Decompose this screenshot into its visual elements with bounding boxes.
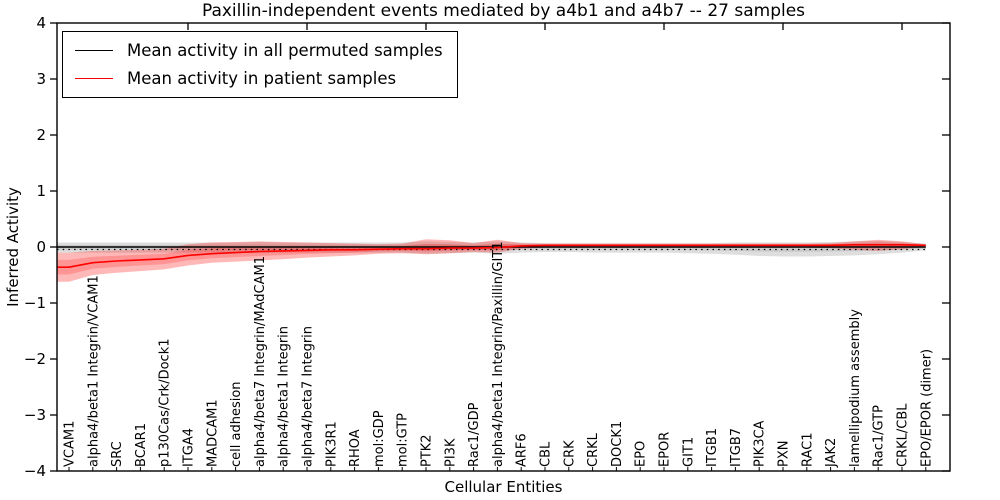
x-tick-label: GIT1: [681, 437, 696, 467]
x-tick-label: ITGB7: [729, 428, 744, 467]
y-tick-label: −4: [24, 462, 46, 480]
x-tick-label: cell adhesion: [229, 381, 244, 467]
legend-item-permuted: Mean activity in all permuted samples: [75, 41, 443, 60]
x-tick-label: PXN: [777, 441, 792, 467]
legend-line-red: [75, 78, 113, 79]
x-tick-label: JAK2: [824, 438, 839, 468]
legend-label-permuted: Mean activity in all permuted samples: [127, 41, 443, 60]
legend-box: Mean activity in all permuted samples Me…: [62, 31, 458, 98]
y-tick-label: 2: [36, 126, 46, 144]
y-tick-label: −2: [24, 350, 46, 368]
x-tick-label: PIK3R1: [324, 421, 339, 467]
x-tick-label: ITGA4: [182, 428, 197, 467]
x-tick-label: EPO/EPOR (dimer): [919, 349, 934, 467]
x-tick-label: mol:GDP: [372, 410, 387, 467]
x-tick-label: RHOA: [348, 429, 363, 467]
x-tick-label: VCAM1: [63, 421, 78, 467]
x-tick-label: DOCK1: [610, 421, 625, 467]
patient-inner-band: [57, 242, 926, 275]
x-tick-label: SRC: [110, 441, 125, 467]
y-tick-label: 4: [36, 14, 46, 32]
x-tick-label: alpha4/beta1 Integrin: [277, 326, 292, 467]
x-axis-label: Cellular Entities: [444, 478, 563, 496]
patient-mean-line: [57, 244, 926, 269]
x-tick-label: alpha4/beta7 Integrin: [301, 326, 316, 467]
x-tick-label: alpha4/beta1 Integrin/VCAM1: [86, 275, 101, 467]
x-tick-label: ARF6: [515, 433, 530, 467]
y-tick-label: −3: [24, 406, 46, 424]
x-tick-label: CRKL: [586, 432, 601, 467]
y-tick-label: 3: [36, 70, 46, 88]
x-tick-label: alpha4/beta7 Integrin/MAdCAM1: [253, 256, 268, 467]
y-tick-label: 0: [36, 238, 46, 256]
x-tick-label: EPOR: [658, 432, 673, 467]
x-tick-label: mol:GTP: [396, 413, 411, 467]
y-axis-label: Inferred Activity: [4, 187, 22, 307]
x-tick-label: p130Cas/Crk/Dock1: [158, 338, 173, 467]
x-tick-label: ITGB1: [705, 428, 720, 467]
x-tick-label: Rac1/GDP: [467, 402, 482, 467]
x-tick-label: lamellipodium assembly: [848, 309, 863, 467]
x-tick-label: EPO: [634, 441, 649, 467]
y-tick-label: −1: [24, 294, 46, 312]
x-tick-label: PTK2: [420, 434, 435, 467]
legend-label-patient: Mean activity in patient samples: [127, 69, 397, 88]
x-tick-label: PI3K: [443, 438, 458, 467]
x-tick-label: MADCAM1: [205, 399, 220, 467]
x-tick-label: CBL: [539, 441, 554, 467]
x-tick-label: PIK3CA: [753, 420, 768, 467]
x-tick-label: Rac1/GTP: [872, 405, 887, 467]
x-tick-label: CRKL/CBL: [896, 403, 911, 467]
x-tick-label: CRK: [562, 440, 577, 467]
x-tick-label: BCAR1: [134, 423, 149, 467]
legend-item-patient: Mean activity in patient samples: [75, 69, 443, 88]
legend-line-black: [75, 50, 113, 51]
y-tick-label: 1: [36, 182, 46, 200]
x-tick-label: RAC1: [800, 432, 815, 467]
chart-title: Paxillin-independent events mediated by …: [201, 1, 806, 21]
x-tick-label: alpha4/beta1 Integrin/Paxillin/GIT1: [491, 241, 506, 467]
